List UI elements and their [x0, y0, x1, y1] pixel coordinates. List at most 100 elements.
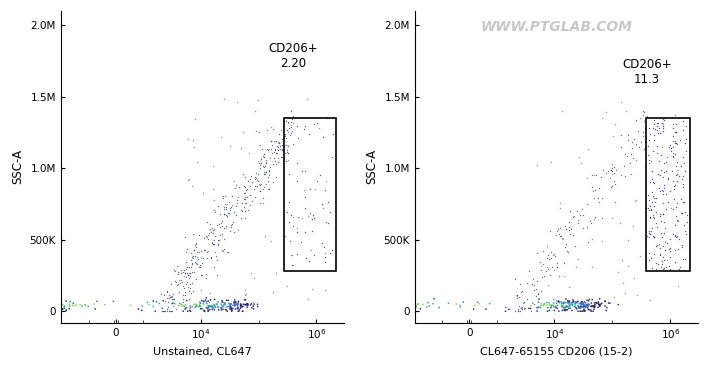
Point: [225, 303, 236, 309]
Point: [0, 305, 8, 311]
Point: [588, 172, 600, 178]
Point: [179, 293, 191, 298]
Point: [602, 169, 613, 174]
Point: [190, 244, 201, 250]
Point: [608, 294, 620, 300]
Point: [318, 134, 329, 140]
Point: [348, 306, 359, 312]
Point: [600, 298, 611, 304]
Point: [317, 298, 328, 304]
Point: [391, 303, 402, 309]
Point: [569, 304, 580, 309]
Point: [328, 298, 339, 304]
Point: [352, 308, 363, 314]
Point: [8, 302, 19, 308]
Point: [562, 307, 573, 313]
Point: [183, 270, 194, 276]
Point: [5, 302, 16, 308]
Point: [333, 301, 344, 307]
Point: [224, 228, 235, 234]
Point: [350, 303, 361, 309]
Point: [252, 304, 263, 309]
Point: [536, 301, 547, 307]
Point: [46, 308, 57, 314]
Point: [563, 249, 574, 255]
Point: [631, 141, 642, 147]
Point: [657, 211, 669, 217]
Point: [562, 300, 574, 306]
Point: [369, 298, 380, 304]
Point: [0, 300, 4, 306]
Point: [644, 230, 655, 236]
Point: [647, 168, 658, 174]
Point: [578, 304, 589, 310]
Point: [647, 188, 658, 194]
Point: [657, 258, 668, 264]
Point: [217, 223, 228, 229]
Point: [545, 249, 557, 255]
Point: [235, 301, 247, 307]
Point: [326, 299, 337, 305]
Point: [165, 308, 177, 314]
Point: [523, 305, 535, 311]
Point: [0, 304, 6, 310]
Point: [194, 301, 205, 307]
Point: [158, 308, 169, 314]
Point: [677, 118, 688, 124]
Point: [577, 304, 588, 309]
Point: [643, 125, 654, 131]
Point: [573, 304, 584, 309]
Point: [240, 196, 251, 202]
Point: [659, 185, 670, 191]
Point: [330, 301, 342, 307]
Point: [676, 196, 687, 202]
Point: [651, 260, 662, 266]
Point: [667, 178, 679, 184]
Point: [16, 299, 27, 305]
Point: [245, 192, 256, 198]
Point: [203, 230, 215, 236]
Point: [0, 302, 6, 308]
Point: [376, 299, 387, 305]
Point: [539, 301, 550, 307]
Point: [27, 301, 38, 307]
Point: [1, 307, 12, 313]
Point: [220, 223, 232, 229]
Point: [38, 301, 49, 307]
Point: [376, 305, 388, 311]
Point: [679, 199, 690, 205]
Point: [325, 250, 336, 256]
Point: [650, 220, 661, 226]
Point: [376, 300, 388, 305]
Point: [637, 108, 649, 114]
Point: [257, 163, 269, 169]
Point: [267, 162, 279, 167]
Point: [658, 182, 669, 188]
Point: [347, 303, 358, 309]
X-axis label: Unstained, CL647: Unstained, CL647: [153, 347, 252, 357]
Point: [30, 300, 41, 306]
Point: [589, 302, 601, 308]
Point: [657, 125, 669, 131]
Point: [179, 270, 191, 276]
Point: [313, 305, 325, 311]
Point: [226, 306, 238, 312]
Point: [180, 302, 191, 308]
Point: [186, 254, 198, 260]
Point: [11, 300, 22, 305]
Point: [335, 306, 346, 312]
Point: [361, 301, 372, 307]
Point: [644, 179, 656, 185]
Point: [375, 294, 386, 300]
Point: [136, 307, 147, 313]
Point: [569, 243, 581, 248]
Point: [38, 305, 50, 311]
Point: [167, 308, 178, 314]
Point: [350, 304, 361, 310]
Point: [575, 303, 586, 309]
Point: [341, 305, 352, 311]
Point: [346, 305, 357, 311]
Point: [359, 302, 370, 308]
Point: [533, 296, 545, 302]
Point: [545, 304, 557, 310]
